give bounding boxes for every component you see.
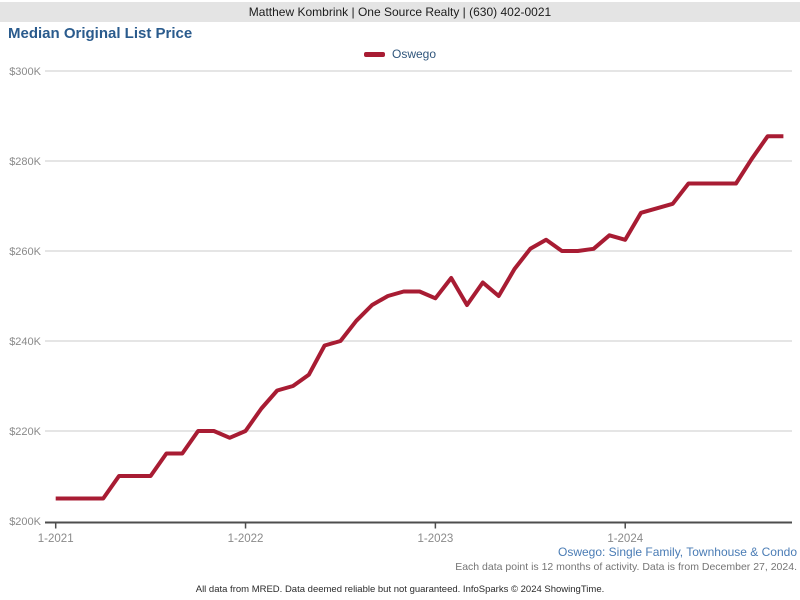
agent-header-bar: Matthew Kombrink | One Source Realty | (… xyxy=(0,2,800,22)
page-title: Median Original List Price xyxy=(8,25,193,42)
y-axis-label: $300K xyxy=(9,66,41,78)
y-axis-label: $200K xyxy=(9,516,41,528)
x-axis-label: 1-2024 xyxy=(607,533,643,545)
agent-contact-text: Matthew Kombrink | One Source Realty | (… xyxy=(248,5,552,19)
y-axis-label: $260K xyxy=(9,246,41,258)
x-axis-label: 1-2023 xyxy=(417,533,453,545)
oswego-price-line[interactable] xyxy=(55,134,784,501)
data-note-text: Each data point is 12 months of activity… xyxy=(455,561,797,573)
legend-label-oswego: Oswego xyxy=(391,47,437,61)
x-axis-label: 1-2022 xyxy=(228,533,264,545)
y-axis-label: $240K xyxy=(9,336,41,348)
oswego-series-swatch xyxy=(363,51,385,57)
x-axis-label: 1-2021 xyxy=(38,533,74,545)
y-axis-label: $280K xyxy=(9,156,41,168)
chart-legend: Oswego xyxy=(0,47,800,61)
disclaimer-text: All data from MRED. Data deemed reliable… xyxy=(195,584,605,595)
series-description-caption: Oswego: Single Family, Townhouse & Condo xyxy=(557,545,797,559)
y-axis-label: $220K xyxy=(9,426,41,438)
